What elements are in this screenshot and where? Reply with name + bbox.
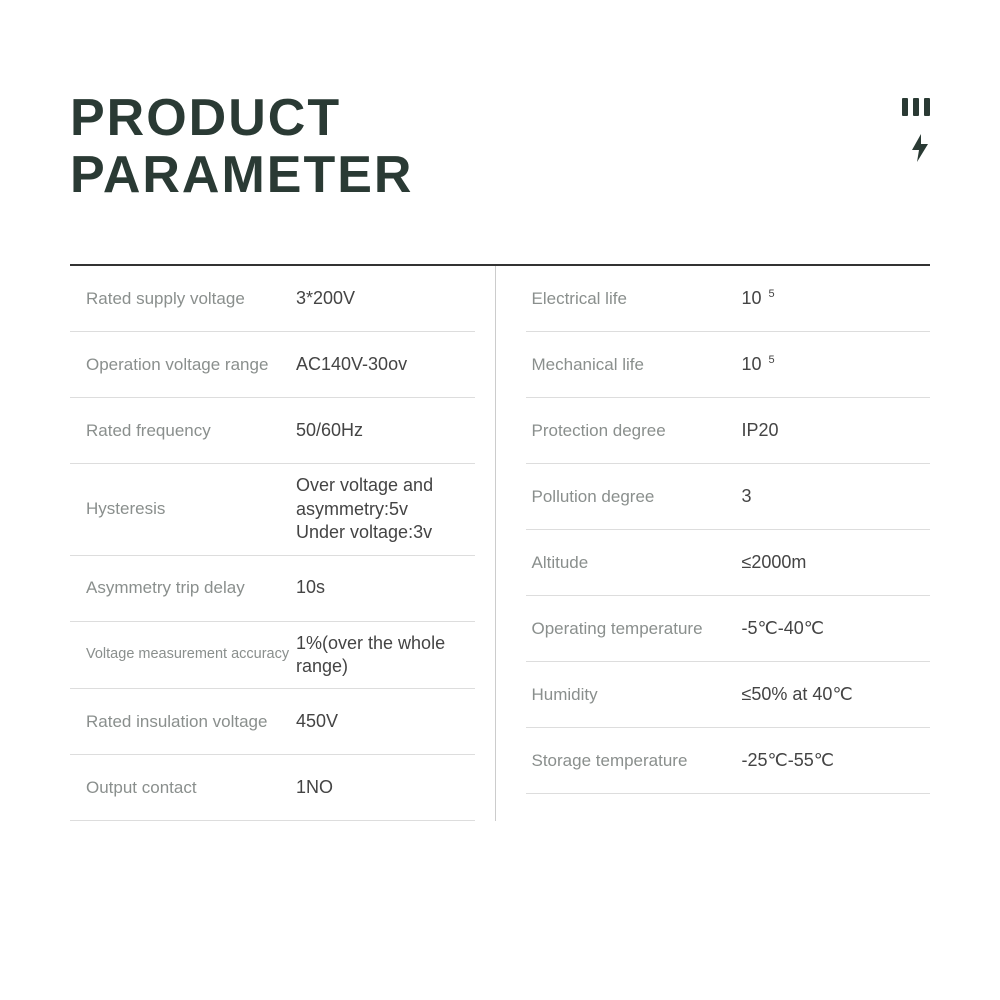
- param-value: 1NO: [296, 776, 333, 799]
- table-row: Humidity≤50% at 40℃: [526, 662, 931, 728]
- param-value: 10s: [296, 576, 325, 599]
- bars-icon: [902, 98, 930, 116]
- param-value: 50/60Hz: [296, 419, 363, 442]
- left-column: Rated supply voltage3*200VOperation volt…: [70, 266, 495, 821]
- param-value: -25℃-55℃: [742, 749, 834, 772]
- table-row: Rated supply voltage3*200V: [70, 266, 475, 332]
- param-label: Rated supply voltage: [86, 289, 296, 309]
- right-column: Electrical life10 5Mechanical life10 5Pr…: [495, 266, 931, 821]
- header: PRODUCT PARAMETER: [70, 90, 930, 204]
- param-value: ≤50% at 40℃: [742, 683, 853, 706]
- table-row: Operating temperature-5℃-40℃: [526, 596, 931, 662]
- param-value: IP20: [742, 419, 779, 442]
- param-label: Hysteresis: [86, 499, 296, 519]
- param-value: 3: [742, 485, 752, 508]
- title-line-2: PARAMETER: [70, 147, 413, 204]
- table-row: Altitude≤2000m: [526, 530, 931, 596]
- param-label: Storage temperature: [532, 751, 742, 771]
- table-row: Voltage measurement accuracy1%(over the …: [70, 622, 475, 690]
- param-label: Pollution degree: [532, 487, 742, 507]
- param-label: Asymmetry trip delay: [86, 578, 296, 598]
- table-row: Storage temperature-25℃-55℃: [526, 728, 931, 794]
- param-value: 3*200V: [296, 287, 355, 310]
- table-row: HysteresisOver voltage and asymmetry:5vU…: [70, 464, 475, 555]
- param-value: 10 5: [742, 353, 775, 376]
- table-row: Rated frequency50/60Hz: [70, 398, 475, 464]
- table-row: Mechanical life10 5: [526, 332, 931, 398]
- param-value: ≤2000m: [742, 551, 807, 574]
- table-row: Operation voltage rangeAC140V-30ov: [70, 332, 475, 398]
- table-row: Pollution degree3: [526, 464, 931, 530]
- parameter-table: Rated supply voltage3*200VOperation volt…: [70, 264, 930, 821]
- header-icons: [902, 90, 930, 169]
- param-label: Rated insulation voltage: [86, 712, 296, 732]
- param-value: 10 5: [742, 287, 775, 310]
- table-row: Output contact1NO: [70, 755, 475, 821]
- param-label: Output contact: [86, 778, 296, 798]
- param-label: Mechanical life: [532, 355, 742, 375]
- param-value: 1%(over the whole range): [296, 632, 475, 679]
- param-label: Voltage measurement accuracy: [86, 646, 296, 663]
- param-value: -5℃-40℃: [742, 617, 824, 640]
- param-label: Altitude: [532, 553, 742, 573]
- page-title: PRODUCT PARAMETER: [70, 90, 413, 204]
- bolt-icon: [910, 134, 930, 169]
- param-label: Protection degree: [532, 421, 742, 441]
- param-label: Rated frequency: [86, 421, 296, 441]
- param-value: Over voltage and asymmetry:5vUnder volta…: [296, 474, 475, 544]
- param-value: 450V: [296, 710, 338, 733]
- param-label: Humidity: [532, 685, 742, 705]
- param-label: Electrical life: [532, 289, 742, 309]
- table-row: Asymmetry trip delay10s: [70, 556, 475, 622]
- table-row: Electrical life10 5: [526, 266, 931, 332]
- table-row: Protection degreeIP20: [526, 398, 931, 464]
- param-label: Operating temperature: [532, 619, 742, 639]
- param-label: Operation voltage range: [86, 355, 296, 375]
- table-row: Rated insulation voltage450V: [70, 689, 475, 755]
- title-line-1: PRODUCT: [70, 90, 413, 147]
- param-value: AC140V-30ov: [296, 353, 407, 376]
